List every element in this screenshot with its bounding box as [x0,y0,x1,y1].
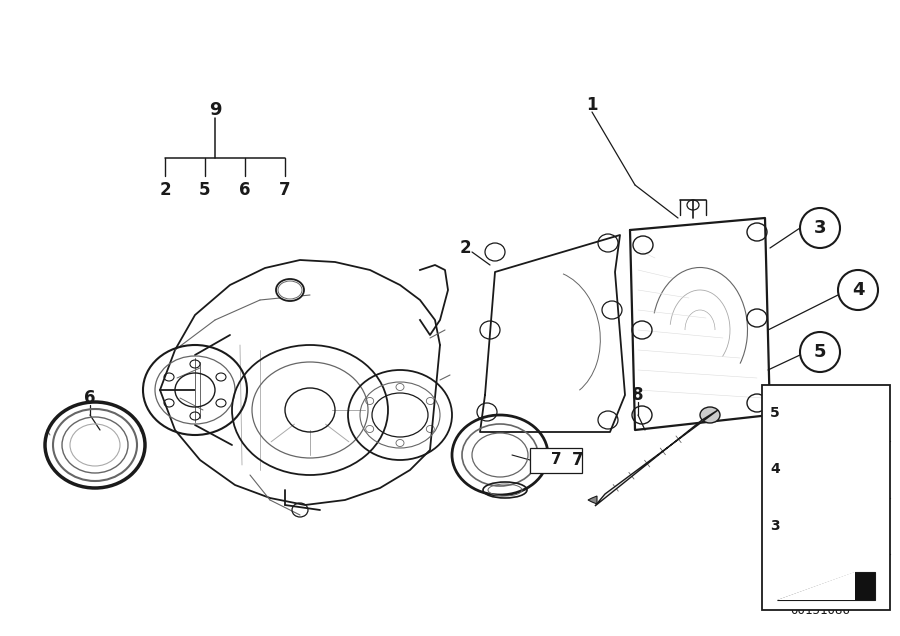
Bar [762,385,890,610]
Polygon shape [588,496,597,504]
Bar [530,448,582,473]
Text: 1: 1 [586,96,598,114]
Polygon shape [777,572,875,600]
Text: 2: 2 [159,181,171,199]
Circle shape [800,332,840,372]
Polygon shape [777,572,855,600]
Text: 2: 2 [459,239,471,257]
Text: 3: 3 [814,219,826,237]
Text: 7: 7 [572,451,584,469]
Text: 4: 4 [770,462,779,476]
Polygon shape [595,410,718,506]
Text: 5: 5 [770,406,779,420]
Text: 4: 4 [851,281,864,299]
Text: 7: 7 [546,453,557,469]
Text: 00151086: 00151086 [790,604,850,616]
Circle shape [800,208,840,248]
Text: 8: 8 [632,386,644,404]
Bar [530,450,575,472]
Text: 5: 5 [199,181,211,199]
Text: 5: 5 [814,343,826,361]
Text: 7: 7 [279,181,291,199]
Text: 6: 6 [239,181,251,199]
Text: 9: 9 [209,101,221,119]
Ellipse shape [700,407,720,423]
Text: 3: 3 [770,518,779,532]
Text: 7: 7 [551,452,562,467]
Ellipse shape [276,279,304,301]
Text: 6: 6 [85,389,95,407]
Circle shape [838,270,878,310]
